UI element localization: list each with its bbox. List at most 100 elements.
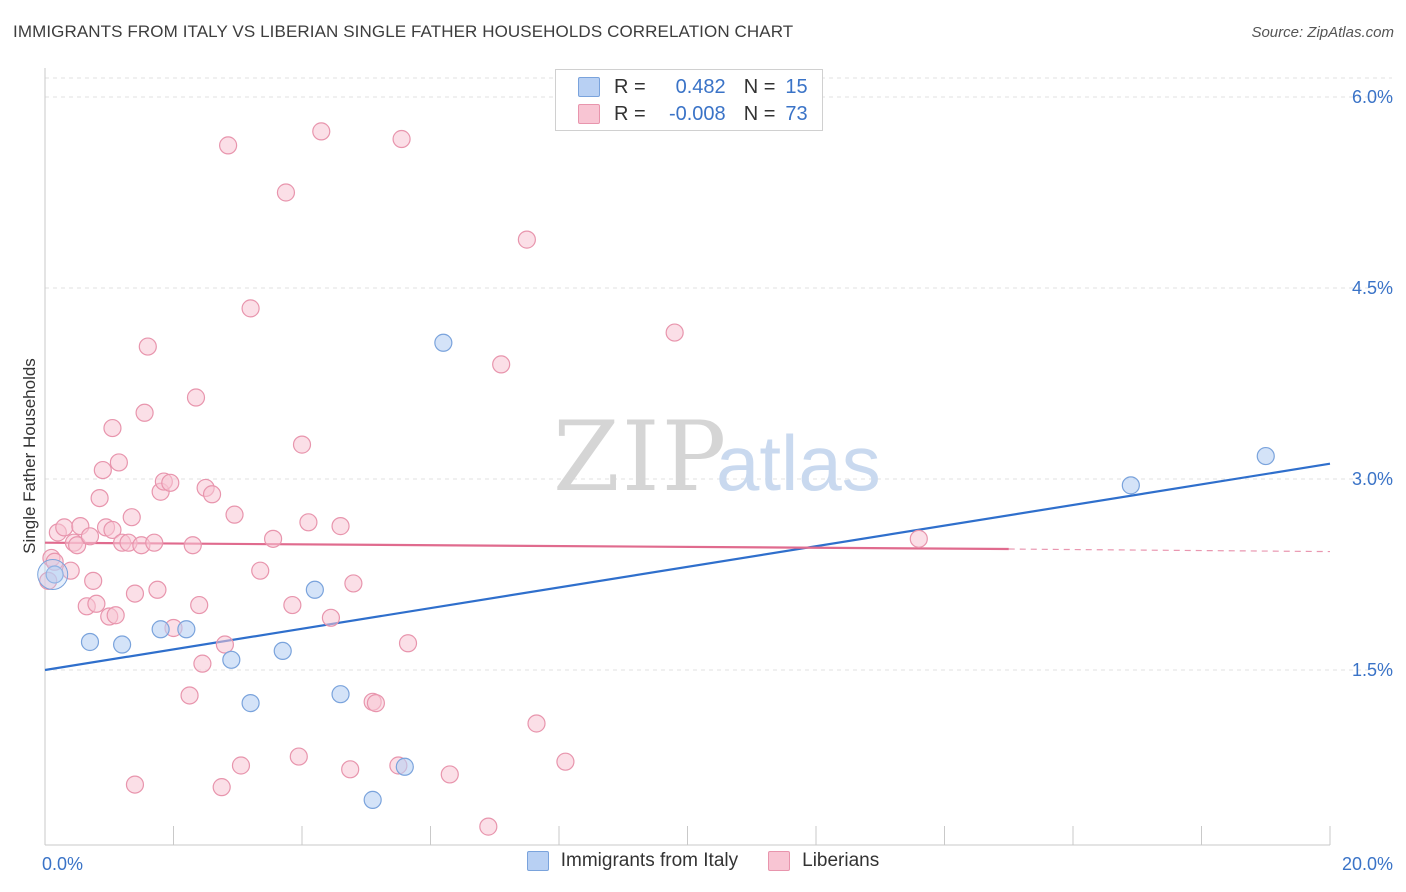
liberians-point <box>331 517 350 536</box>
liberians-point <box>125 584 145 603</box>
blue-swatch-icon <box>578 77 600 97</box>
blue-swatch-icon <box>526 851 549 871</box>
italy-point <box>331 685 350 704</box>
liberians-point <box>87 594 106 613</box>
liberians-point <box>161 473 180 492</box>
source-label: Source: ZipAtlas.com <box>1251 24 1394 41</box>
legend-item-liberians[interactable]: Liberians <box>768 850 879 872</box>
liberians-point <box>398 634 418 653</box>
liberians-point <box>366 694 385 713</box>
liberians-point <box>80 527 100 546</box>
italy-point <box>177 620 196 639</box>
liberians-point <box>231 756 251 775</box>
italy-point <box>241 694 260 713</box>
liberians-point <box>193 654 212 673</box>
legend-row-liberians: R = -0.008 N = 73 <box>578 101 808 127</box>
r-value: 0.482 <box>675 75 726 98</box>
liberians-point <box>93 460 112 480</box>
liberians-point <box>183 536 202 555</box>
liberians-point <box>556 752 575 771</box>
liberians-point <box>321 608 341 627</box>
y-axis-label: Single Father Households <box>20 358 39 554</box>
trend-lines <box>44 462 1331 672</box>
italy-point <box>363 790 382 809</box>
liberians-point <box>392 129 411 149</box>
chart-title: IMMIGRANTS FROM ITALY VS LIBERIAN SINGLE… <box>13 22 794 41</box>
italy-point <box>151 620 170 639</box>
italy-point <box>305 580 324 599</box>
liberians-point <box>215 635 234 654</box>
liberians-point <box>190 595 209 615</box>
italy-point <box>45 565 64 584</box>
r-label: R = <box>614 75 646 98</box>
liberians-trend-line <box>44 541 1009 551</box>
data-points <box>37 122 1275 836</box>
legend-label: Immigrants from Italy <box>560 850 739 871</box>
liberians-point <box>219 136 238 155</box>
liberians-point <box>289 747 308 766</box>
y-tick-label: 1.5% <box>1352 660 1393 680</box>
italy-point <box>80 632 100 652</box>
correlation-legend: R = 0.482 N = 15 R = -0.008 N = 73 <box>555 69 823 131</box>
n-label: N = <box>743 102 776 125</box>
liberians-point <box>148 580 167 599</box>
liberians-point <box>665 323 684 342</box>
x-tick-label: 20.0% <box>1342 854 1393 874</box>
y-tick-label: 4.5% <box>1352 278 1393 298</box>
liberians-point <box>125 775 145 794</box>
r-value: -0.008 <box>668 102 726 125</box>
liberians-point <box>527 714 546 733</box>
tick-labels: 1.5% 3.0% 4.5% 6.0% 0.0% 20.0% <box>42 87 1393 874</box>
liberians-point <box>312 122 331 141</box>
liberians-point <box>440 765 459 784</box>
pink-swatch-icon <box>578 104 600 124</box>
legend-label: Liberians <box>802 850 880 871</box>
liberians-point <box>517 230 536 249</box>
liberians-point <box>283 595 302 615</box>
italy-cluster-point <box>37 559 69 590</box>
italy-point <box>1256 446 1275 466</box>
liberians-point <box>479 817 498 836</box>
liberians-point <box>106 606 125 625</box>
grid-lines <box>45 77 1392 671</box>
liberians-point <box>186 388 206 407</box>
italy-point <box>434 333 453 352</box>
watermark-zip: ZIP <box>553 401 728 513</box>
legend-item-italy[interactable]: Immigrants from Italy <box>526 850 739 872</box>
liberians-point <box>251 561 270 580</box>
n-label: N = <box>743 75 776 98</box>
liberians-point <box>492 355 511 374</box>
liberians-point <box>145 533 164 552</box>
y-tick-label: 6.0% <box>1352 87 1393 107</box>
liberians-point <box>55 518 74 537</box>
liberians-point <box>180 686 199 705</box>
liberians-point <box>68 536 87 555</box>
x-tick-label: 0.0% <box>42 854 83 874</box>
series-legend: Immigrants from Italy Liberians <box>0 850 1406 872</box>
liberians-point <box>299 513 318 532</box>
n-value: 73 <box>785 102 808 125</box>
italy-point <box>222 650 241 669</box>
liberians-point <box>292 435 312 454</box>
legend-row-italy: R = 0.482 N = 15 <box>578 74 808 100</box>
italy-point <box>273 641 292 661</box>
pink-swatch-icon <box>768 851 791 871</box>
liberians-point <box>241 299 260 318</box>
r-label: R = <box>614 102 646 125</box>
italy-point <box>112 635 132 654</box>
liberians-point <box>225 505 244 524</box>
liberians-point <box>138 337 157 356</box>
watermark: ZIP atlas <box>553 401 881 513</box>
liberians-point <box>84 571 103 590</box>
italy-point <box>1121 476 1140 495</box>
liberians-point <box>90 489 109 508</box>
liberians-point <box>344 574 363 593</box>
liberians-point <box>122 508 141 527</box>
liberians-point <box>202 485 222 504</box>
liberians-point <box>135 403 154 422</box>
liberians-trend-extension <box>1008 548 1331 553</box>
liberians-point <box>341 760 360 779</box>
italy-trend-line <box>44 462 1331 672</box>
liberians-point <box>909 529 928 548</box>
